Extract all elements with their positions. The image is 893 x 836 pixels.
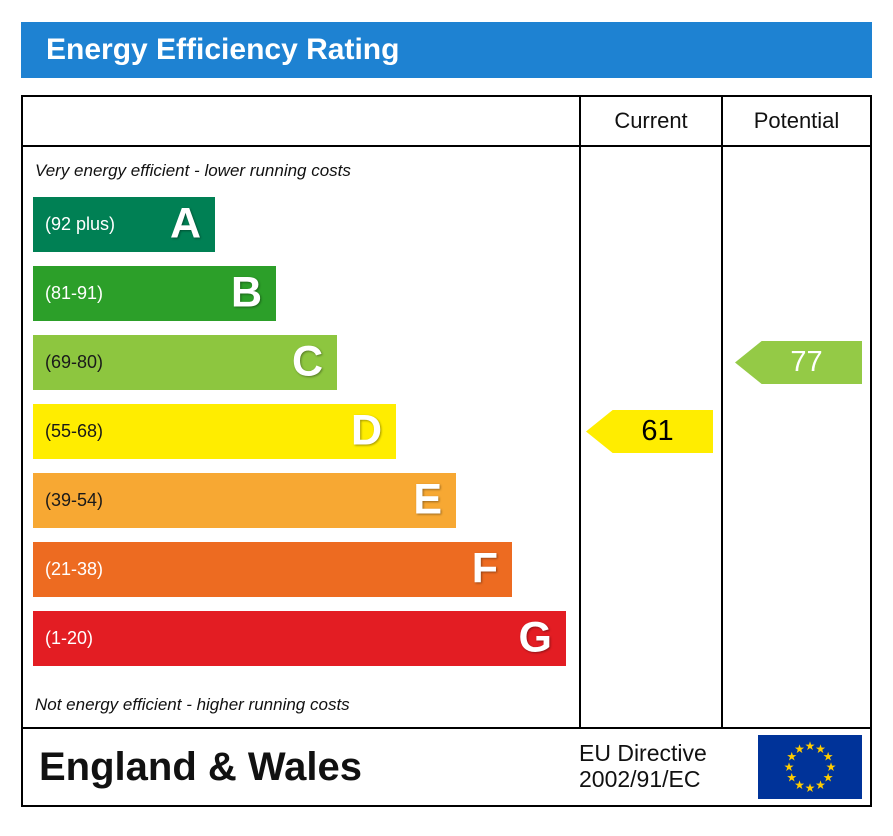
band-d: (55-68) D [33,404,396,459]
band-c-letter: C [291,337,323,386]
caption-not-efficient: Not energy efficient - higher running co… [35,695,350,714]
eu-flag-star-icon: ★ [804,781,816,795]
header-spacer-cell [23,97,581,145]
current-column-header: Current [581,97,723,145]
band-f: (21-38) F [33,542,512,597]
eu-flag-star-icon: ★ [794,741,805,756]
band-c-range: (69-80) [45,352,104,372]
table-footer-row: England & Wales EU Directive 2002/91/EC … [23,727,870,805]
band-b-range: (81-91) [45,283,104,303]
table-header-row: Current Potential [23,97,870,147]
band-g: (1-20) G [33,611,566,666]
eu-flag-star-icon: ★ [786,749,798,764]
bands-chart-cell: Very energy efficient - lower running co… [23,147,581,727]
band-a-range: (92 plus) [45,214,116,234]
band-e-range: (39-54) [45,490,104,510]
band-b: (81-91) B [33,266,276,321]
eu-flag-icon: ★ ★ ★ ★ ★ ★ ★ ★ ★ ★ ★ ★ [758,735,862,799]
eu-flag-star-icon: ★ [822,749,834,764]
band-d-range: (55-68) [45,421,104,441]
band-e-letter: E [413,475,442,524]
potential-rating-value: 77 [790,346,823,378]
epc-table: Current Potential Very energy efficient … [21,95,872,807]
page-title: Energy Efficiency Rating [46,33,400,66]
band-f-range: (21-38) [45,559,104,579]
band-a: (92 plus) A [33,197,215,252]
eu-flag-star-icon: ★ [822,770,834,785]
eu-flag-star-icon: ★ [825,760,837,774]
region-label: England & Wales [39,744,363,789]
eu-directive-line2: 2002/91/EC [579,766,701,792]
eu-flag-star-icon: ★ [794,778,805,793]
band-g-range: (1-20) [45,628,94,648]
potential-column-header: Potential [753,108,840,133]
eu-directive-label: EU Directive 2002/91/EC [579,740,707,793]
eu-flag-star-icon: ★ [783,760,795,774]
eu-flag-star-icon: ★ [815,778,826,793]
current-rating-value: 61 [641,415,674,447]
band-e: (39-54) E [33,473,456,528]
title-bar: Energy Efficiency Rating [21,22,872,78]
table-body-row: Very energy efficient - lower running co… [23,147,870,727]
eu-flag-star-icon: ★ [786,770,798,785]
current-column: 61 [581,147,723,727]
band-c: (69-80) C [33,335,337,390]
caption-very-efficient: Very energy efficient - lower running co… [35,161,351,180]
band-g-letter: G [518,613,552,662]
band-d-letter: D [350,406,382,455]
potential-column: 77 [723,147,870,727]
current-rating-arrow: 61 [586,410,713,453]
band-a-letter: A [169,199,201,248]
band-b-letter: B [230,268,262,317]
potential-rating-arrow: 77 [735,341,862,384]
eu-flag-star-icon: ★ [804,739,816,753]
eu-directive-line1: EU Directive [579,740,707,767]
eu-flag-star-icon: ★ [815,741,826,756]
band-f-letter: F [471,544,498,593]
